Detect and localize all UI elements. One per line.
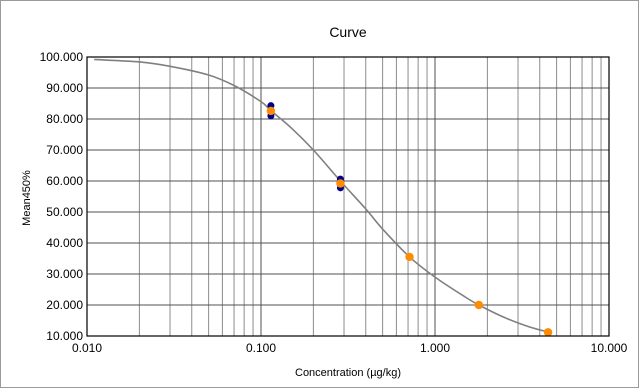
- x-tick-label: 1.000: [420, 341, 450, 355]
- x-tick-label: 10.000: [591, 341, 628, 355]
- data-point: [336, 179, 345, 188]
- y-tick-label: 40.000: [46, 236, 83, 250]
- y-tick-label: 10.000: [46, 329, 83, 343]
- y-axis-label: Mean450%: [21, 170, 33, 226]
- y-tick-label: 70.000: [46, 143, 83, 157]
- y-tick-label: 20.000: [46, 298, 83, 312]
- y-tick-label: 50.000: [46, 205, 83, 219]
- y-tick-label: 100.000: [40, 50, 84, 64]
- data-points: [266, 102, 553, 337]
- grid: [87, 57, 609, 336]
- tick-labels: 10.000 20.000 30.000 40.000 50.000 60.000 70.0…: [40, 50, 628, 355]
- x-tick-label: 0.010: [72, 341, 102, 355]
- data-point: [474, 300, 484, 310]
- x-tick-label: 0.100: [246, 341, 276, 355]
- y-tick-label: 60.000: [46, 174, 83, 188]
- fit-curve-layer: [94, 58, 549, 333]
- data-point: [543, 328, 553, 337]
- y-tick-label: 90.000: [46, 81, 83, 95]
- fit-curve: [94, 58, 549, 333]
- chart-title: Curve: [329, 24, 367, 40]
- plot-frame: [86, 56, 610, 337]
- y-tick-label: 30.000: [46, 267, 83, 281]
- data-point: [405, 252, 414, 262]
- x-axis-label: Concentration (µg/kg): [295, 367, 401, 379]
- data-point: [266, 106, 276, 116]
- y-tick-label: 80.000: [46, 112, 83, 126]
